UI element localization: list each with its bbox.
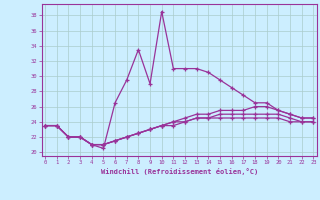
X-axis label: Windchill (Refroidissement éolien,°C): Windchill (Refroidissement éolien,°C) xyxy=(100,168,258,175)
